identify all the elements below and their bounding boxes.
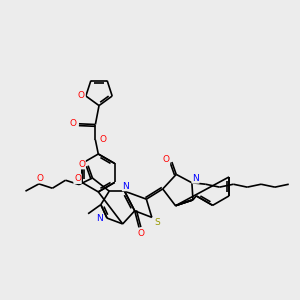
Text: O: O <box>36 173 43 182</box>
Text: O: O <box>70 118 77 127</box>
Text: S: S <box>154 218 160 227</box>
Text: N: N <box>96 214 103 223</box>
Text: O: O <box>163 155 170 164</box>
Text: O: O <box>74 174 81 183</box>
Text: O: O <box>78 160 85 169</box>
Text: N: N <box>192 174 199 183</box>
Text: N: N <box>123 182 129 190</box>
Text: O: O <box>99 135 106 144</box>
Text: O: O <box>137 229 144 238</box>
Text: O: O <box>78 91 85 100</box>
